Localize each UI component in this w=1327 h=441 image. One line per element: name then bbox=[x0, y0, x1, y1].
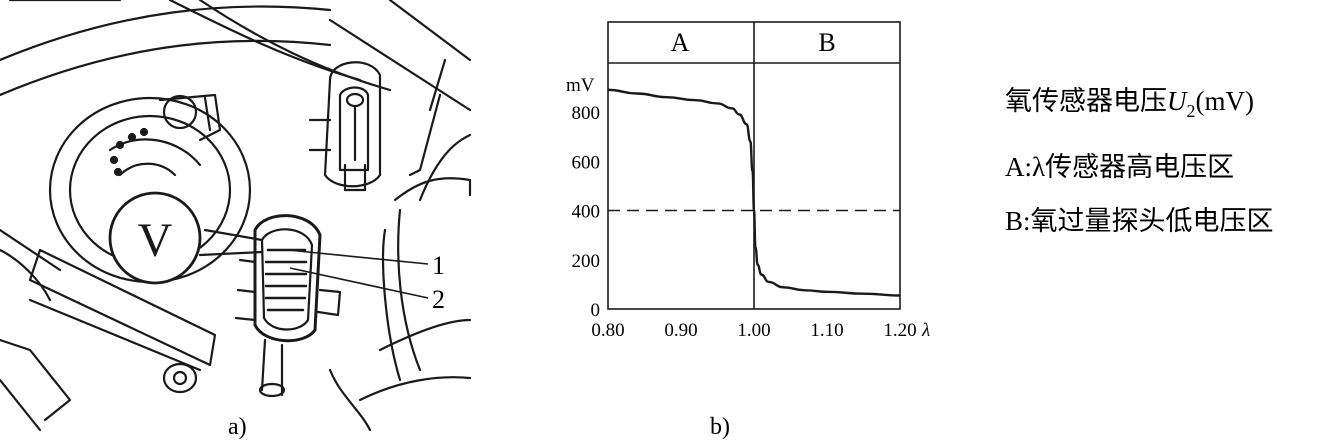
caption-b: b) bbox=[710, 414, 730, 440]
y-unit-label: mV bbox=[566, 75, 595, 96]
y-tick-label: 800 bbox=[572, 103, 601, 124]
chart: 800 600 400 200 0 0.80 0.90 1.00 1.10 1.20 A B m… bbox=[566, 21, 930, 341]
callout-1: 1 bbox=[432, 251, 445, 280]
y-axis-ticks: 800 600 400 200 0 bbox=[572, 103, 601, 321]
region-a-label: A bbox=[671, 28, 690, 57]
caption-a: a) bbox=[228, 414, 247, 440]
voltmeter-label: V bbox=[138, 214, 173, 267]
x-tick-label: 0.90 bbox=[664, 320, 697, 341]
legend-title-prefix: 氧传感器电压 bbox=[1005, 86, 1167, 116]
x-tick-label: 0.80 bbox=[591, 320, 624, 341]
callout-2: 2 bbox=[432, 285, 445, 314]
x-axis-ticks: 0.80 0.90 1.00 1.10 1.20 bbox=[591, 320, 916, 341]
y-tick-label: 200 bbox=[572, 251, 601, 272]
y-tick-label: 600 bbox=[572, 152, 601, 173]
x-tick-label: 1.20 bbox=[883, 320, 916, 341]
x-tick-label: 1.00 bbox=[737, 320, 770, 341]
voltmeter: V bbox=[108, 191, 202, 285]
legend-title-sub: 2 bbox=[1187, 101, 1196, 121]
x-symbol-label: λ bbox=[921, 320, 930, 341]
legend-title-var: U bbox=[1167, 86, 1188, 116]
callout-leaders bbox=[287, 249, 429, 299]
region-b-label: B bbox=[818, 28, 835, 57]
oxygen-sensor-body bbox=[234, 214, 342, 398]
y-tick-label: 0 bbox=[591, 300, 601, 321]
legend-title-suffix: (mV) bbox=[1196, 86, 1254, 116]
y-tick-label: 400 bbox=[572, 202, 601, 223]
legend-title: 氧传感器电压U2(mV) bbox=[1005, 86, 1254, 121]
voltage-curve bbox=[607, 88, 901, 297]
legend-line-b: B:氧过量探头低电压区 bbox=[1005, 206, 1274, 236]
x-tick-label: 1.10 bbox=[810, 320, 843, 341]
sensor-illustration bbox=[0, 0, 472, 432]
legend-line-a: A:λ传感器高电压区 bbox=[1005, 152, 1234, 182]
